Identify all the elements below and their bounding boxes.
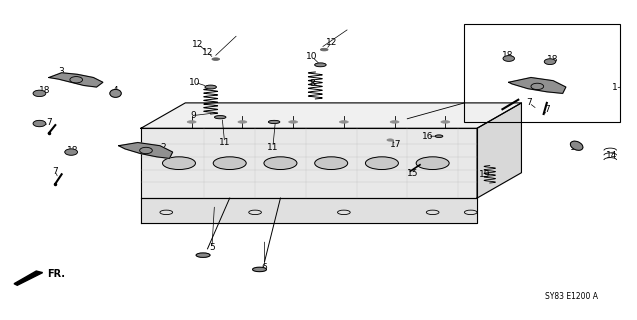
Ellipse shape (416, 157, 449, 170)
Text: 12: 12 (192, 40, 204, 49)
Text: 1: 1 (612, 83, 618, 92)
Text: 17: 17 (390, 140, 401, 149)
Polygon shape (141, 128, 477, 198)
Ellipse shape (252, 267, 266, 272)
Ellipse shape (366, 157, 398, 170)
Ellipse shape (315, 63, 326, 67)
Polygon shape (509, 77, 566, 93)
Text: 10: 10 (189, 78, 201, 87)
Ellipse shape (212, 58, 220, 60)
Text: 18: 18 (39, 86, 50, 95)
Ellipse shape (320, 48, 328, 51)
Text: 14: 14 (606, 151, 617, 160)
Circle shape (65, 149, 78, 155)
Ellipse shape (187, 121, 196, 123)
Text: 4: 4 (113, 86, 118, 95)
Text: 12: 12 (202, 48, 213, 57)
Ellipse shape (264, 157, 297, 170)
Ellipse shape (268, 120, 280, 124)
Polygon shape (141, 198, 477, 223)
Text: 16: 16 (422, 132, 433, 141)
Polygon shape (49, 73, 103, 87)
Ellipse shape (196, 253, 210, 257)
Text: 18: 18 (67, 146, 78, 155)
Polygon shape (141, 103, 522, 128)
Text: 7: 7 (526, 99, 532, 108)
Text: 15: 15 (406, 169, 418, 178)
Ellipse shape (205, 85, 217, 89)
Circle shape (503, 56, 515, 61)
Text: 7: 7 (52, 167, 58, 176)
Ellipse shape (390, 121, 399, 123)
Polygon shape (477, 103, 522, 198)
Text: 11: 11 (219, 138, 231, 147)
Polygon shape (118, 142, 173, 158)
Bar (464, 24, 620, 122)
Text: 18: 18 (547, 55, 559, 64)
Ellipse shape (213, 157, 246, 170)
Polygon shape (14, 271, 43, 285)
Text: 11: 11 (267, 143, 278, 152)
Text: 13: 13 (569, 143, 581, 152)
Ellipse shape (315, 157, 348, 170)
Ellipse shape (238, 121, 247, 123)
Text: 19: 19 (479, 171, 490, 180)
Ellipse shape (340, 121, 348, 123)
Text: 5: 5 (209, 243, 215, 252)
Text: 7: 7 (46, 118, 52, 127)
Circle shape (544, 59, 555, 65)
Ellipse shape (215, 116, 226, 119)
Text: FR.: FR. (47, 269, 65, 279)
Text: 2: 2 (161, 143, 166, 152)
Ellipse shape (289, 121, 297, 123)
Circle shape (33, 90, 46, 97)
Text: 3: 3 (59, 67, 64, 76)
Text: 12: 12 (326, 38, 337, 47)
Ellipse shape (387, 139, 393, 141)
Ellipse shape (441, 121, 450, 123)
Text: 9: 9 (190, 111, 196, 120)
Text: 6: 6 (262, 263, 268, 272)
Text: SY83 E1200 A: SY83 E1200 A (545, 292, 598, 301)
Circle shape (33, 120, 46, 127)
Text: 10: 10 (306, 52, 318, 61)
Text: 18: 18 (502, 52, 513, 60)
Ellipse shape (110, 89, 121, 97)
Text: 7: 7 (544, 105, 550, 114)
Text: 8: 8 (310, 79, 315, 88)
Ellipse shape (435, 135, 443, 138)
Ellipse shape (162, 157, 196, 170)
Ellipse shape (570, 141, 583, 150)
